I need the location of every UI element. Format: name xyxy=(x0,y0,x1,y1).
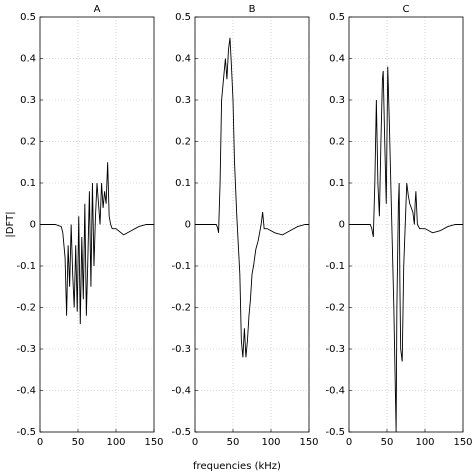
y-tick-label: 0.4 xyxy=(175,54,191,65)
y-tick-label: 0.4 xyxy=(20,54,36,65)
data-line xyxy=(40,162,154,325)
x-tick-label: 50 xyxy=(381,437,394,448)
y-tick-label: 0.5 xyxy=(175,12,191,23)
x-tick-label: 100 xyxy=(261,437,280,448)
panel-title: C xyxy=(403,4,410,15)
y-tick-label: 0.5 xyxy=(20,12,36,23)
x-tick-label: 100 xyxy=(415,437,434,448)
data-line xyxy=(195,37,309,358)
data-line xyxy=(349,66,463,433)
x-tick-label: 0 xyxy=(37,437,43,448)
y-tick-label: -0.1 xyxy=(16,261,36,272)
y-tick-label: -0.1 xyxy=(171,261,191,272)
y-tick-label: 0.2 xyxy=(329,137,345,148)
y-tick-label: 0 xyxy=(30,220,36,231)
y-tick-label: 0.3 xyxy=(329,95,345,106)
y-tick-label: -0.3 xyxy=(325,344,345,355)
x-tick-label: 50 xyxy=(227,437,240,448)
y-tick-label: 0.2 xyxy=(20,137,36,148)
y-tick-label: 0.4 xyxy=(329,54,345,65)
y-tick-label: -0.3 xyxy=(171,344,191,355)
y-axis-label: |DFT| xyxy=(5,211,16,237)
y-tick-label: -0.4 xyxy=(171,386,191,397)
x-tick-label: 0 xyxy=(346,437,352,448)
y-tick-label: -0.5 xyxy=(325,427,345,438)
y-tick-label: 0.1 xyxy=(175,178,191,189)
y-tick-label: -0.2 xyxy=(325,303,345,314)
y-tick-label: -0.2 xyxy=(16,303,36,314)
y-tick-label: 0 xyxy=(339,220,345,231)
y-tick-label: -0.5 xyxy=(16,427,36,438)
x-tick-label: 150 xyxy=(453,437,472,448)
x-tick-label: 150 xyxy=(299,437,318,448)
x-tick-label: 0 xyxy=(192,437,198,448)
y-tick-label: 0.3 xyxy=(20,95,36,106)
x-tick-label: 150 xyxy=(144,437,163,448)
y-tick-label: -0.4 xyxy=(325,386,345,397)
y-tick-label: 0.1 xyxy=(20,178,36,189)
y-tick-label: -0.5 xyxy=(171,427,191,438)
y-tick-label: 0 xyxy=(185,220,191,231)
y-tick-label: -0.3 xyxy=(16,344,36,355)
y-tick-label: 0.2 xyxy=(175,137,191,148)
y-tick-label: 0.3 xyxy=(175,95,191,106)
x-tick-label: 50 xyxy=(72,437,85,448)
panel-title: A xyxy=(94,4,101,15)
y-tick-label: -0.2 xyxy=(171,303,191,314)
y-tick-label: 0.1 xyxy=(329,178,345,189)
x-tick-label: 100 xyxy=(106,437,125,448)
x-axis-label: frequencies (kHz) xyxy=(193,461,281,472)
y-tick-label: -0.1 xyxy=(325,261,345,272)
panel-title: B xyxy=(249,4,256,15)
y-tick-label: -0.4 xyxy=(16,386,36,397)
y-tick-label: 0.5 xyxy=(329,12,345,23)
